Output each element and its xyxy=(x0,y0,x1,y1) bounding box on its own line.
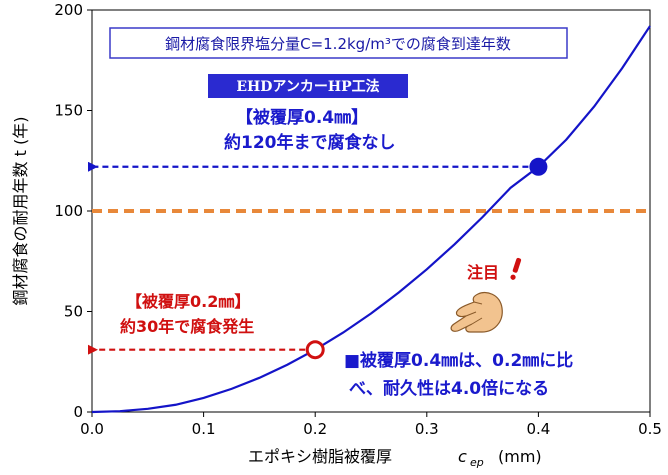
x-tick-label: 0.1 xyxy=(192,420,216,438)
x-axis-ticks: 0.0 0.1 0.2 0.3 0.4 0.5 xyxy=(80,412,662,438)
ehd-label-box xyxy=(208,74,408,98)
arrows-group xyxy=(88,161,529,355)
y-tick-label: 100 xyxy=(54,202,83,220)
x-axis-title: エポキシ樹脂被覆厚 xyxy=(248,447,392,466)
conclusion-line2: べ、耐久性は4.0倍になる xyxy=(349,378,549,399)
x-tick-label: 0.5 xyxy=(638,420,662,438)
x-tick-label: 0.4 xyxy=(526,420,550,438)
conclusion-line1: ■被覆厚0.4㎜は、0.2㎜に比 xyxy=(344,350,573,371)
red-annotation-line2: 約30年で腐食発生 xyxy=(120,317,254,336)
y-tick-label: 50 xyxy=(64,303,83,321)
y-tick-label: 150 xyxy=(54,102,83,120)
x-axis-symbol: c xyxy=(458,447,467,466)
title-box xyxy=(109,27,568,59)
y-tick-label: 200 xyxy=(54,1,83,19)
red-annotation-line1: 【被覆厚0.2㎜】 xyxy=(126,292,250,311)
x-tick-label: 0.0 xyxy=(80,420,104,438)
series-group xyxy=(91,25,651,414)
x-tick-label: 0.2 xyxy=(303,420,327,438)
x-axis-title-group: エポキシ樹脂被覆厚 c ep (mm) xyxy=(248,447,542,469)
x-axis-subscript: ep xyxy=(470,456,484,469)
ehd-label: EHDアンカーHP工法 xyxy=(236,78,379,95)
y-axis-ticks: 0 50 100 150 200 xyxy=(54,1,92,421)
y-axis-title: 鋼材腐食の耐用年数 t (年) xyxy=(11,117,30,306)
highlight-point-1 xyxy=(305,340,325,360)
pointing-hand-icon xyxy=(450,291,503,333)
y-tick-label: 0 xyxy=(73,403,83,421)
blue-annotation-line1: 【被覆厚0.4㎜】 xyxy=(236,107,368,128)
highlight-point-0 xyxy=(529,157,548,176)
chart-title: 鋼材腐食限界塩分量C=1.2kg/m³での腐食到達年数 xyxy=(165,35,511,53)
note-label: 注目 xyxy=(467,263,499,282)
highlight-points-group xyxy=(305,157,548,360)
blue-annotation-line2: 約120年まで腐食なし xyxy=(224,132,396,153)
exclamation-icon xyxy=(510,257,522,280)
x-axis-unit: (mm) xyxy=(498,447,542,466)
x-tick-label: 0.3 xyxy=(415,420,439,438)
series-line-0 xyxy=(91,25,651,414)
